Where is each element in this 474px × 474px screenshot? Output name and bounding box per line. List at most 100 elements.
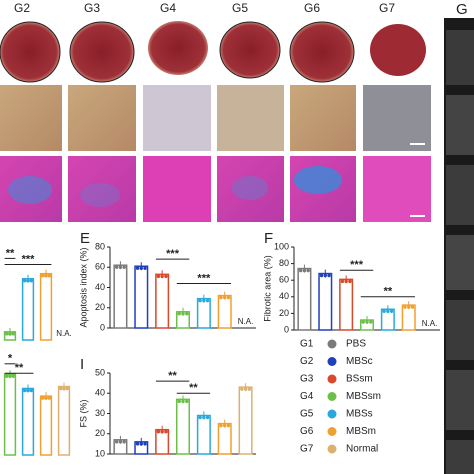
- y-tick-label: 20: [95, 428, 105, 438]
- data-dot: [369, 320, 373, 324]
- bar: [238, 386, 253, 455]
- significance-label: **: [189, 382, 198, 394]
- data-dot: [164, 430, 168, 434]
- legend: G1 PBS G2 MBSc G3 BSsm G4 MBSsm G5 MBSs G6 MBSm G7 No…: [300, 339, 381, 455]
- fibrosis-patch: [232, 176, 268, 200]
- legend-id: G3: [300, 374, 314, 385]
- y-tick-label: 10: [95, 448, 105, 458]
- bar: [196, 297, 211, 329]
- data-dot: [160, 430, 164, 434]
- panel-letter: G: [456, 1, 468, 18]
- data-dot: [177, 399, 181, 404]
- chart: N.A.*****: [3, 247, 72, 341]
- data-dot: [8, 374, 12, 378]
- data-dot: [306, 268, 310, 273]
- bar: [175, 398, 191, 455]
- chart: ***: [3, 353, 71, 456]
- y-tick-label: 80: [279, 258, 289, 268]
- significance-label: ***: [22, 253, 36, 265]
- legend-id: G4: [300, 391, 314, 402]
- legend-id: G7: [300, 444, 314, 455]
- data-dot: [5, 332, 9, 336]
- data-dot: [410, 305, 415, 309]
- data-dot: [181, 312, 185, 316]
- legend-id: G5: [300, 409, 314, 420]
- echo-strip: [444, 18, 474, 474]
- legend-name: Normal: [346, 444, 378, 455]
- data-dot: [135, 442, 140, 446]
- data-dot: [41, 274, 45, 278]
- data-dot: [41, 396, 45, 400]
- data-dot: [226, 295, 231, 300]
- y-tick-label: 30: [95, 408, 105, 418]
- legend-name: MBSs: [346, 409, 373, 420]
- legend-swatch: [327, 409, 337, 419]
- data-dot: [114, 440, 119, 444]
- data-dot: [139, 442, 143, 446]
- fibrosis-patch: [8, 176, 52, 204]
- y-tick-label: 80: [95, 241, 105, 251]
- echo-image: [446, 300, 474, 360]
- data-dot: [8, 332, 12, 336]
- data-dot: [44, 396, 48, 400]
- data-dot: [319, 273, 324, 278]
- heart-image: [69, 21, 135, 83]
- data-dot: [361, 320, 365, 324]
- bar: [57, 385, 71, 456]
- data-dot: [198, 415, 202, 420]
- legend-name: BSsm: [346, 374, 373, 385]
- data-dot: [185, 399, 189, 404]
- chart: I FS (%) 10 20 30 40 50 ** **: [78, 356, 256, 458]
- data-dot: [135, 266, 140, 270]
- data-dot: [407, 305, 411, 309]
- masson-row: [0, 156, 431, 222]
- data-dot: [122, 265, 126, 269]
- y-tick-label: 40: [95, 388, 105, 398]
- echo-image: [446, 440, 474, 474]
- legend-swatch: [327, 444, 337, 454]
- data-dot: [202, 415, 206, 420]
- data-dot: [156, 274, 161, 279]
- group-label: G2: [14, 1, 30, 15]
- y-tick-label: 50: [95, 367, 105, 377]
- masson-image: [143, 156, 211, 222]
- data-dot: [243, 387, 248, 391]
- legend-id: G6: [300, 426, 314, 437]
- legend-swatch: [327, 357, 337, 366]
- group-label: G4: [160, 1, 176, 15]
- y-tick-label: 0: [284, 324, 289, 334]
- bar: [217, 294, 232, 329]
- significance-label: ***: [350, 259, 364, 271]
- legend-name: MBSsm: [346, 391, 381, 402]
- data-dot: [143, 442, 147, 446]
- data-dot: [23, 388, 27, 393]
- significance-label: **: [15, 362, 24, 374]
- heart-image: [289, 21, 355, 83]
- bar: [339, 278, 354, 331]
- data-dot: [139, 266, 143, 270]
- bar: [39, 272, 53, 341]
- data-dot: [11, 332, 15, 336]
- data-dot: [202, 298, 206, 303]
- y-tick-label: 20: [279, 308, 289, 318]
- data-dot: [185, 312, 189, 316]
- data-dot: [298, 268, 303, 273]
- histology-image: [217, 85, 284, 151]
- data-dot: [156, 430, 161, 434]
- panel-letter: I: [80, 356, 84, 373]
- data-dot: [403, 305, 407, 309]
- data-dot: [205, 298, 210, 303]
- data-dot: [26, 388, 30, 393]
- bar: [297, 267, 312, 331]
- legend-id: G2: [300, 356, 314, 367]
- na-label: N.A.: [238, 317, 254, 326]
- bar: [21, 278, 35, 341]
- significance-label: *: [8, 353, 13, 365]
- na-label: N.A.: [56, 329, 72, 338]
- histology-row: [0, 85, 431, 151]
- data-dot: [11, 374, 15, 378]
- legend-id: G1: [300, 339, 314, 350]
- data-dot: [122, 440, 126, 444]
